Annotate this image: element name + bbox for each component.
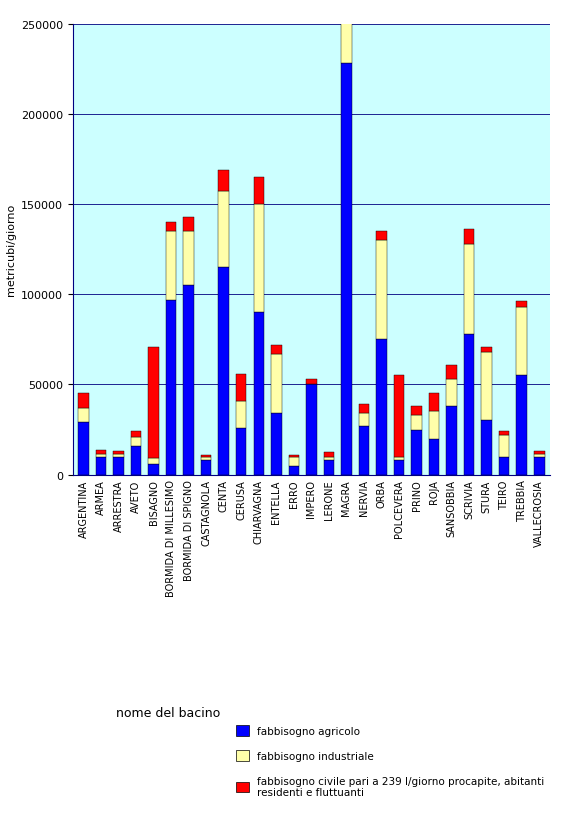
Bar (218, 268, 229, 475)
Bar (324, 458, 334, 460)
Bar (429, 412, 439, 439)
Bar (166, 223, 176, 232)
Bar (358, 405, 369, 414)
Bar (306, 379, 316, 385)
Bar (464, 244, 475, 334)
Bar (218, 192, 229, 268)
Bar (113, 455, 124, 457)
Bar (481, 421, 492, 475)
Bar (306, 385, 316, 475)
Bar (288, 457, 299, 466)
Legend: fabbisogno agricolo, fabbisogno industriale, fabbisogno civile pari a 239 l/gior: fabbisogno agricolo, fabbisogno industri… (237, 725, 545, 798)
Bar (166, 301, 176, 475)
Bar (183, 217, 194, 232)
Bar (481, 352, 492, 421)
Bar (376, 340, 387, 475)
Bar (534, 455, 545, 457)
Bar (429, 394, 439, 412)
Bar (517, 307, 527, 376)
Bar (148, 347, 159, 459)
Bar (447, 406, 457, 475)
Bar (376, 232, 387, 241)
Y-axis label: metricubi/giorno: metricubi/giorno (6, 204, 16, 296)
Bar (218, 170, 229, 192)
Bar (78, 423, 89, 475)
Bar (411, 406, 422, 415)
Bar (288, 455, 299, 457)
Bar (499, 432, 509, 436)
Bar (271, 414, 282, 475)
Bar (78, 409, 89, 423)
Bar (411, 430, 422, 475)
Bar (96, 455, 106, 457)
Bar (534, 451, 545, 455)
Bar (324, 460, 334, 475)
Bar (358, 414, 369, 427)
Bar (324, 452, 334, 458)
Bar (481, 347, 492, 352)
Bar (464, 334, 475, 475)
Bar (236, 428, 246, 475)
Bar (271, 355, 282, 414)
Bar (358, 427, 369, 475)
Bar (201, 457, 211, 460)
Bar (78, 394, 89, 409)
Bar (131, 437, 141, 446)
Bar (236, 401, 246, 428)
Bar (131, 432, 141, 437)
Bar (447, 379, 457, 406)
Bar (429, 439, 439, 475)
Bar (394, 376, 404, 457)
Text: nome del bacino: nome del bacino (116, 706, 220, 719)
Bar (236, 374, 246, 401)
Bar (517, 376, 527, 475)
Bar (254, 205, 264, 313)
Bar (376, 241, 387, 340)
Bar (148, 459, 159, 464)
Bar (394, 460, 404, 475)
Bar (96, 450, 106, 455)
Bar (499, 436, 509, 457)
Bar (411, 415, 422, 430)
Bar (341, 0, 352, 64)
Bar (96, 457, 106, 475)
Bar (183, 232, 194, 286)
Bar (254, 178, 264, 205)
Bar (148, 464, 159, 475)
Bar (201, 460, 211, 475)
Bar (131, 446, 141, 475)
Bar (271, 346, 282, 355)
Bar (534, 457, 545, 475)
Bar (447, 365, 457, 379)
Bar (113, 457, 124, 475)
Bar (254, 313, 264, 475)
Bar (341, 64, 352, 475)
Bar (517, 302, 527, 307)
Bar (288, 466, 299, 475)
Bar (201, 455, 211, 457)
Bar (183, 286, 194, 475)
Bar (394, 457, 404, 460)
Bar (464, 230, 475, 244)
Bar (499, 457, 509, 475)
Bar (166, 232, 176, 301)
Bar (113, 451, 124, 455)
